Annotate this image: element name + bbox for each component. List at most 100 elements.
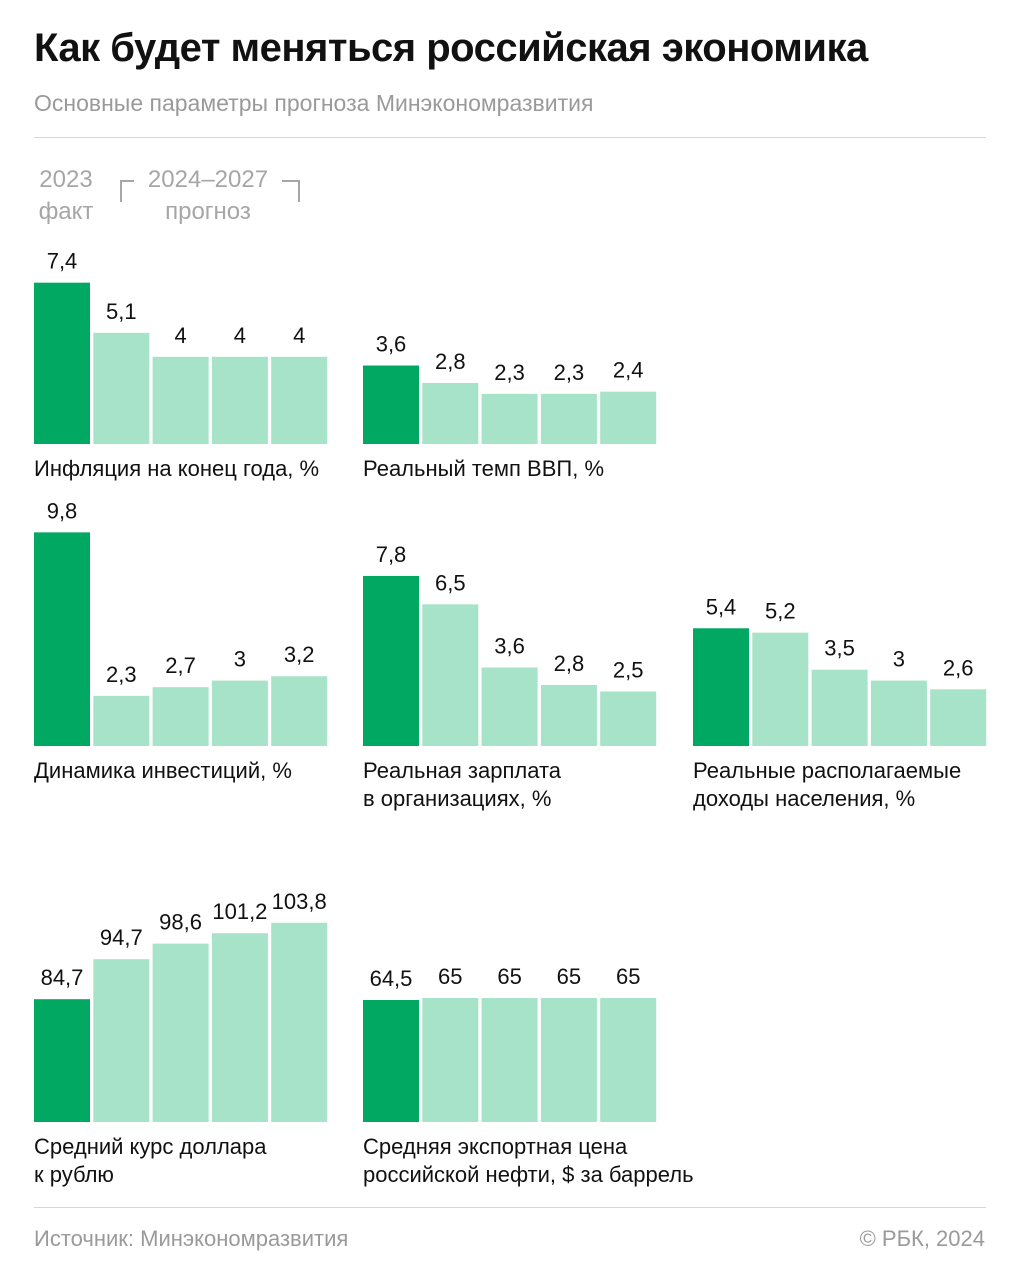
value-label-wages-2027: 2,5	[613, 658, 644, 683]
chart-title-investment: Динамика инвестиций, %	[34, 758, 292, 783]
bar-investment-2027	[271, 676, 328, 746]
source-note: Источник: Минэкономразвития	[34, 1226, 349, 1251]
value-label-investment-2026: 3	[234, 647, 246, 672]
bar-inflation-2025	[152, 356, 209, 444]
value-label-investment-2025: 2,7	[165, 653, 196, 678]
value-label-investment-2023: 9,8	[47, 498, 78, 523]
value-label-gdp-2023: 3,6	[376, 332, 407, 357]
bar-gdp-2026	[540, 393, 597, 444]
value-label-income-2025: 3,5	[824, 636, 855, 661]
value-label-inflation-2023: 7,4	[47, 249, 78, 274]
page-title: Как будет меняться российская экономика	[34, 26, 868, 70]
value-label-usd-rate-2023: 84,7	[41, 965, 84, 990]
copyright: © РБК, 2024	[859, 1226, 985, 1251]
bar-gdp-2024	[422, 382, 479, 444]
bar-inflation-2024	[93, 332, 150, 444]
chart-title-usd-rate-line-1: Средний курс доллара	[34, 1134, 267, 1159]
value-label-inflation-2025: 4	[174, 323, 186, 348]
chart-investment: 9,8 2,3 2,7 3 3,2 Динамика инвестиций, %	[34, 498, 328, 783]
value-label-income-2024: 5,2	[765, 599, 796, 624]
value-label-inflation-2026: 4	[234, 323, 246, 348]
legend-fact-label: факт	[38, 198, 94, 225]
legend-forecast-years: 2024–2027	[147, 166, 269, 193]
value-label-usd-rate-2024: 94,7	[100, 925, 143, 950]
chart-usd-rate: 84,7 94,7 98,6 101,2 103,8 Средний курс долла…	[34, 889, 328, 1187]
bar-investment-2025	[152, 687, 209, 746]
bar-investment-2023	[34, 532, 90, 746]
value-label-income-2026: 3	[893, 647, 905, 672]
bar-oil-price-2024	[422, 998, 479, 1122]
value-label-oil-price-2023: 64,5	[370, 966, 413, 991]
chart-title-usd-rate-line-2: к рублю	[34, 1162, 114, 1187]
value-label-oil-price-2024: 65	[438, 964, 462, 989]
bar-inflation-2027	[271, 356, 328, 444]
bar-gdp-2025	[481, 393, 538, 444]
value-label-gdp-2026: 2,3	[554, 360, 585, 385]
legend-forecast-label: прогноз	[165, 198, 251, 225]
bar-oil-price-2023	[363, 1000, 419, 1122]
value-label-wages-2026: 2,8	[554, 651, 585, 676]
value-label-inflation-2024: 5,1	[106, 299, 137, 324]
chart-wages: 7,8 6,5 3,6 2,8 2,5 Реальная зарплата в органи…	[363, 542, 657, 811]
value-label-investment-2027: 3,2	[284, 642, 315, 667]
bar-gdp-2023	[363, 365, 419, 444]
value-label-wages-2023: 7,8	[376, 542, 407, 567]
bar-usd-rate-2026	[211, 933, 268, 1122]
bar-wages-2027	[600, 691, 657, 746]
bar-usd-rate-2024	[93, 959, 150, 1122]
value-label-oil-price-2025: 65	[497, 964, 521, 989]
value-label-gdp-2027: 2,4	[613, 358, 644, 383]
chart-title-wages-line-2: в организациях, %	[363, 786, 551, 811]
value-label-gdp-2024: 2,8	[435, 349, 466, 374]
chart-title-wages-line-1: Реальная зарплата	[363, 758, 562, 783]
bar-inflation-2026	[211, 356, 268, 444]
bar-income-2025	[811, 669, 868, 746]
value-label-wages-2024: 6,5	[435, 570, 466, 595]
chart-oil-price: 64,5 65 65 65 65 Средняя экспортная цена росси…	[363, 964, 694, 1187]
value-label-inflation-2027: 4	[293, 323, 305, 348]
bar-gdp-2027	[600, 391, 657, 444]
chart-gdp: 3,6 2,8 2,3 2,3 2,4 Реальный темп ВВП, %	[363, 332, 657, 481]
bar-income-2023	[693, 628, 749, 746]
chart-title-oil-price-line-1: Средняя экспортная цена	[363, 1134, 628, 1159]
top-divider	[34, 137, 986, 138]
bar-wages-2026	[540, 684, 597, 746]
chart-income: 5,4 5,2 3,5 3 2,6 Реальные располагаемые доход…	[693, 594, 987, 811]
chart-title-income-line-1: Реальные располагаемые	[693, 758, 961, 783]
bar-usd-rate-2027	[271, 922, 328, 1122]
bar-income-2024	[752, 632, 809, 746]
chart-title-gdp: Реальный темп ВВП, %	[363, 456, 604, 481]
value-label-usd-rate-2026: 101,2	[212, 899, 267, 924]
bar-oil-price-2025	[481, 998, 538, 1122]
bar-wages-2023	[363, 575, 419, 746]
chart-inflation: 7,4 5,1 4 4 4 Инфляция на конец года, %	[34, 249, 328, 481]
value-label-oil-price-2026: 65	[557, 964, 581, 989]
value-label-gdp-2025: 2,3	[494, 360, 525, 385]
value-label-usd-rate-2025: 98,6	[159, 910, 202, 935]
bottom-divider	[34, 1207, 986, 1208]
value-label-income-2027: 2,6	[943, 655, 974, 680]
value-label-usd-rate-2027: 103,8	[272, 889, 327, 914]
bar-oil-price-2026	[540, 998, 597, 1122]
bar-oil-price-2027	[600, 998, 657, 1122]
bar-inflation-2023	[34, 282, 90, 444]
legend-fact-year: 2023	[39, 166, 93, 193]
legend-fact: 2023 факт	[28, 164, 104, 228]
bar-investment-2026	[211, 680, 268, 746]
page-subtitle: Основные параметры прогноза Минэкономраз…	[34, 90, 594, 116]
value-label-income-2023: 5,4	[706, 594, 737, 619]
bar-income-2026	[870, 680, 927, 746]
chart-title-income-line-2: доходы населения, %	[693, 786, 915, 811]
chart-title-oil-price-line-2: российской нефти, $ за баррель	[363, 1162, 694, 1187]
legend-forecast: 2024–2027 прогноз	[134, 164, 282, 228]
bar-usd-rate-2025	[152, 943, 209, 1122]
value-label-investment-2024: 2,3	[106, 662, 137, 687]
bar-wages-2025	[481, 667, 538, 746]
bar-income-2027	[930, 689, 987, 746]
value-label-wages-2025: 3,6	[494, 634, 525, 659]
bar-usd-rate-2023	[34, 999, 90, 1122]
chart-title-inflation: Инфляция на конец года, %	[34, 456, 319, 481]
bar-wages-2024	[422, 604, 479, 746]
value-label-oil-price-2027: 65	[616, 964, 640, 989]
